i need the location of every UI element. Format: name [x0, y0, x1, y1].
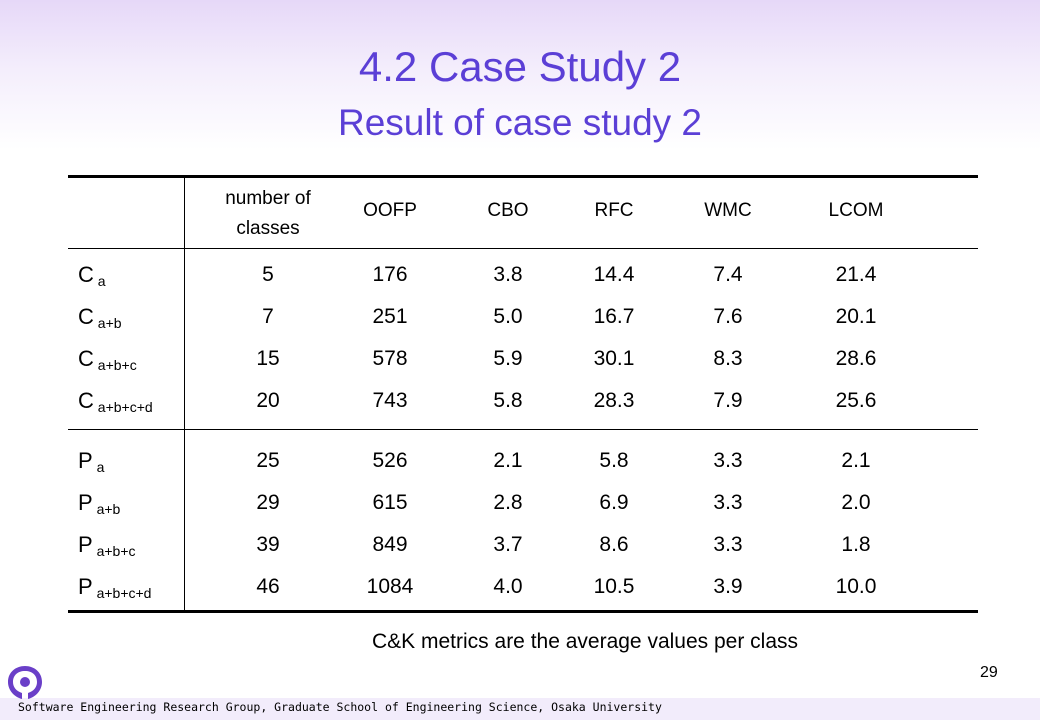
table-cell: 5 — [262, 263, 274, 286]
column-header: OOFP — [363, 200, 417, 221]
table-cell: 615 — [372, 491, 408, 514]
table-cell: 251 — [372, 305, 408, 328]
table-cell: 10.5 — [593, 575, 635, 598]
university-logo-icon — [8, 666, 42, 699]
table-cell: 5.0 — [493, 305, 523, 328]
table-cell: 15 — [256, 347, 280, 370]
table-cell: 8.6 — [599, 533, 629, 556]
table-cell: 14.4 — [593, 263, 635, 286]
table-cell: 8.3 — [713, 347, 743, 370]
table-cell: 30.1 — [593, 347, 635, 370]
row-label: P a+b+c — [78, 526, 136, 570]
table-cell: 3.7 — [493, 533, 523, 556]
table-cell: 6.9 — [599, 491, 629, 514]
table-cell: 526 — [372, 449, 408, 472]
table-cell: 28.3 — [593, 389, 635, 412]
table-cell: 3.3 — [713, 533, 743, 556]
row-label: C a — [78, 256, 106, 300]
table-cell: 39 — [256, 533, 280, 556]
row-label: C a+b+c+d — [78, 382, 153, 426]
table-cell: 7 — [262, 305, 274, 328]
row-label-base: C — [78, 262, 94, 287]
table-cell: 2.1 — [493, 449, 523, 472]
row-label: C a+b — [78, 298, 122, 342]
table-group-divider — [68, 429, 978, 430]
table-cell: 21.4 — [835, 263, 877, 286]
column-header: CBO — [487, 200, 529, 221]
column-header: WMC — [704, 200, 752, 221]
row-label-base: P — [78, 448, 93, 473]
table-cell: 25.6 — [835, 389, 877, 412]
row-label: P a+b — [78, 484, 120, 528]
table-header-divider — [68, 248, 978, 249]
table-cell: 29 — [256, 491, 280, 514]
table-vertical-divider — [184, 178, 185, 610]
slide-title: 4.2 Case Study 2 — [358, 43, 682, 90]
table-cell: 16.7 — [593, 305, 635, 328]
row-label-subscript: a+b — [93, 315, 122, 331]
row-label-base: P — [78, 574, 93, 599]
row-label: P a+b+c+d — [78, 568, 151, 612]
table-cell: 46 — [256, 575, 280, 598]
table-cell: 4.0 — [493, 575, 523, 598]
row-label-subscript: a+b+c+d — [92, 585, 152, 601]
column-header: number of classes — [225, 188, 311, 239]
table-cell: 7.6 — [713, 305, 743, 328]
table-cell: 2.0 — [841, 491, 871, 514]
row-label: P a — [78, 442, 104, 486]
table-cell: 25 — [256, 449, 280, 472]
row-label-base: C — [78, 388, 94, 413]
page-number: 29 — [980, 664, 998, 681]
footer-bar — [0, 698, 1040, 720]
table-cell: 849 — [372, 533, 408, 556]
table-cell: 3.3 — [713, 449, 743, 472]
row-label-subscript: a+b+c — [92, 543, 136, 559]
table-cell: 1.8 — [841, 533, 871, 556]
row-label-base: P — [78, 532, 93, 557]
table-cell: 10.0 — [835, 575, 877, 598]
row-label-subscript: a — [93, 273, 106, 289]
row-label-base: P — [78, 490, 93, 515]
table-cell: 20.1 — [835, 305, 877, 328]
table-cell: 5.9 — [493, 347, 523, 370]
row-label-subscript: a — [92, 459, 105, 475]
table-note: C&K metrics are the average values per c… — [372, 630, 799, 653]
column-header: RFC — [594, 200, 634, 221]
table-cell: 2.1 — [841, 449, 871, 472]
column-header: LCOM — [828, 200, 884, 221]
table-cell: 20 — [256, 389, 280, 412]
table-cell: 5.8 — [599, 449, 629, 472]
table-cell: 578 — [372, 347, 408, 370]
table-cell: 7.9 — [713, 389, 743, 412]
table-cell: 743 — [372, 389, 408, 412]
footer-text: Software Engineering Research Group, Gra… — [18, 700, 662, 714]
table-cell: 5.8 — [493, 389, 523, 412]
slide-subtitle: Result of case study 2 — [337, 102, 703, 143]
row-label-subscript: a+b+c — [93, 357, 137, 373]
table-cell: 3.8 — [493, 263, 523, 286]
row-label: C a+b+c — [78, 340, 137, 384]
row-label-subscript: a+b — [92, 501, 121, 517]
row-label-subscript: a+b+c+d — [93, 399, 153, 415]
table-cell: 3.3 — [713, 491, 743, 514]
row-label-base: C — [78, 304, 94, 329]
table-cell: 2.8 — [493, 491, 523, 514]
table-cell: 1084 — [366, 575, 414, 598]
table-cell: 7.4 — [713, 263, 743, 286]
table-cell: 28.6 — [835, 347, 877, 370]
table-cell: 176 — [372, 263, 408, 286]
table-cell: 3.9 — [713, 575, 743, 598]
row-label-base: C — [78, 346, 94, 371]
